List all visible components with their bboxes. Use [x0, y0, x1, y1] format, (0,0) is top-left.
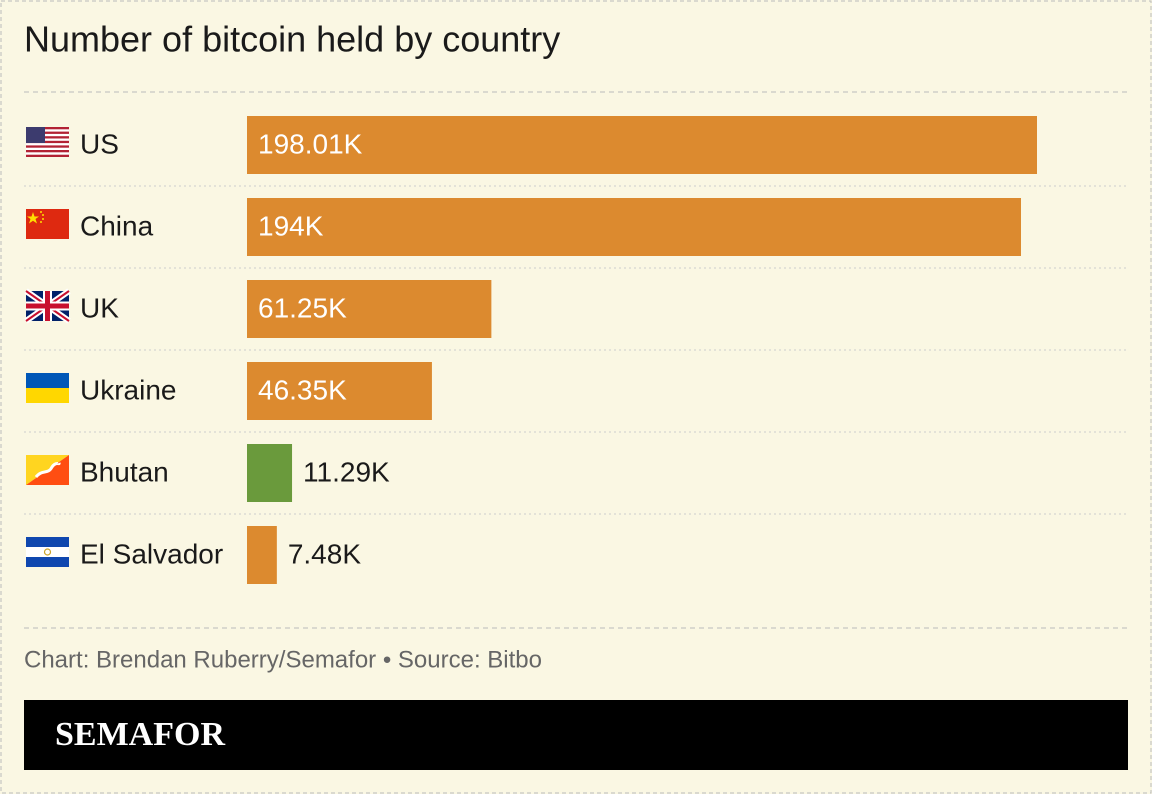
- category-label: Ukraine: [80, 374, 176, 405]
- flag-china: [26, 209, 69, 239]
- bar: [247, 444, 293, 502]
- flag-us: [26, 127, 69, 157]
- flag-el-salvador: [26, 537, 69, 567]
- flag-ukraine: [26, 373, 69, 403]
- source: Chart: Brendan Ruberry/Semafor • Source:…: [24, 646, 542, 673]
- bar: [247, 362, 432, 420]
- category-label: El Salvador: [80, 538, 223, 569]
- bar: [247, 526, 277, 584]
- value-label: 61.25K: [258, 292, 347, 323]
- category-label: US: [80, 128, 119, 159]
- category-label: Bhutan: [80, 456, 169, 487]
- logo: SEMAFOR: [55, 716, 225, 753]
- value-label: 7.48K: [288, 538, 361, 569]
- bar: [247, 198, 1022, 256]
- bar: [247, 116, 1037, 174]
- value-label: 46.35K: [258, 374, 347, 405]
- value-label: 198.01K: [258, 128, 363, 159]
- bar: [247, 280, 492, 338]
- category-label: UK: [80, 292, 119, 323]
- logo-box: [24, 700, 1128, 770]
- category-label: China: [80, 210, 154, 241]
- chart-title: Number of bitcoin held by country: [24, 19, 560, 60]
- value-label: 11.29K: [303, 456, 390, 487]
- value-label: 194K: [258, 210, 324, 241]
- flag-bhutan: [26, 455, 69, 485]
- flag-uk: [24, 288, 71, 324]
